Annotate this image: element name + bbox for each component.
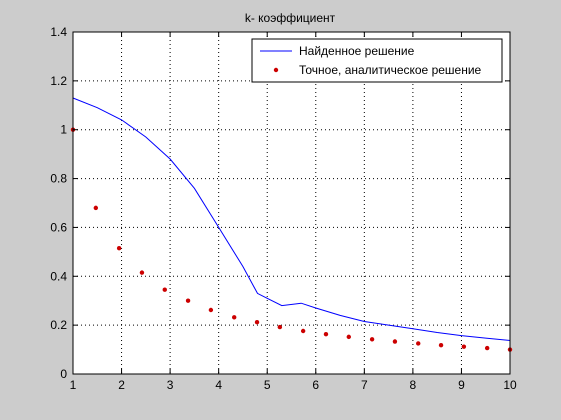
series-point-analytic-solution (416, 341, 421, 346)
x-tick-label: 8 (410, 378, 417, 392)
series-point-analytic-solution (139, 270, 145, 275)
legend-box (251, 38, 503, 83)
x-tick-label: 3 (167, 378, 174, 392)
grid (73, 32, 510, 374)
series-point-analytic-solution (484, 345, 490, 351)
series-point-analytic-solution (116, 245, 122, 251)
series-point-analytic-solution (346, 334, 351, 340)
series-point-analytic-solution (162, 287, 167, 292)
series-point-analytic-solution (232, 315, 237, 320)
y-tick-label: 1.4 (50, 25, 67, 39)
plot-area (73, 32, 510, 374)
series-point-analytic-solution (185, 298, 191, 303)
y-tick-label: 0.8 (50, 172, 67, 186)
x-tick-label: 9 (458, 378, 465, 392)
x-tick-label: 6 (312, 378, 319, 392)
x-tick-label: 2 (118, 378, 125, 392)
x-tick-label: 7 (361, 378, 368, 392)
y-tick-label: 0.2 (50, 318, 67, 332)
legend-label: Найденное решение (299, 44, 415, 58)
series-point-analytic-solution (369, 337, 375, 342)
series-point-analytic-solution (93, 205, 99, 211)
series-point-analytic-solution (254, 320, 260, 325)
series-point-analytic-solution (323, 331, 329, 337)
y-tick-label: 0.4 (50, 269, 67, 283)
series-point-analytic-solution (392, 339, 398, 344)
legend-marker-swatch (273, 67, 279, 73)
x-tick-label: 10 (503, 378, 517, 392)
series-layer (70, 97, 513, 352)
y-tick-label: 1 (60, 123, 67, 137)
x-tick-label: 5 (264, 378, 271, 392)
series-line-found-solution (72, 97, 511, 341)
y-tick-label: 1.2 (50, 74, 67, 88)
plot-frame (72, 31, 511, 375)
series-point-analytic-solution (208, 307, 214, 313)
axis-ticks: 1 2 3 4 5 6 7 8 9 10 0 0.2 0.4 0.6 0.8 1 1.2 1.4 (50, 25, 517, 392)
series-point-analytic-solution (438, 342, 444, 348)
series-point-analytic-solution (300, 328, 306, 334)
series-point-analytic-solution (461, 344, 467, 349)
y-tick-label: 0.6 (50, 220, 67, 234)
chart-title: k- коэффициент (245, 11, 336, 25)
legend: Найденное решение Точное, аналитическое р… (251, 38, 503, 83)
x-tick-label: 4 (215, 378, 222, 392)
y-tick-label: 0 (60, 367, 67, 381)
series-point-analytic-solution (277, 324, 283, 330)
x-tick-label: 1 (70, 378, 77, 392)
legend-label: Точное, аналитическое решение (299, 63, 482, 77)
